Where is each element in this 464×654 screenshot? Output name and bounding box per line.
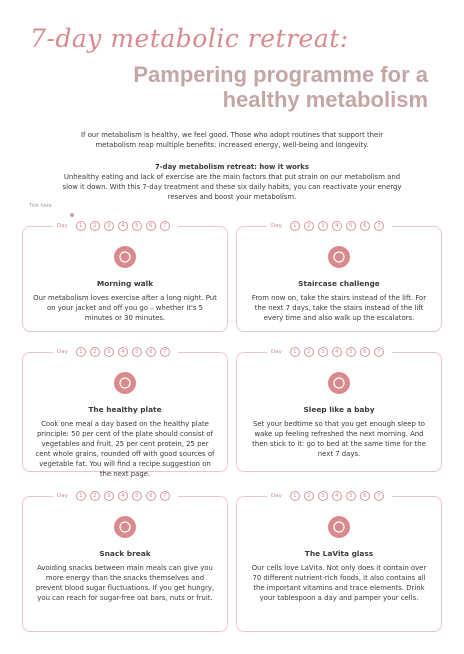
day-row: Day 1 2 3 4 5 6 7 (53, 491, 178, 501)
day-checkbox: 5 (345, 347, 356, 357)
day-label: Day (271, 493, 282, 499)
day-checkbox: 4 (331, 491, 342, 501)
icon-glyph (119, 377, 131, 389)
icon (328, 246, 350, 268)
card-title: Morning walk (96, 279, 154, 288)
card: Day 1 2 3 4 5 6 7 Snack break Avoiding snacks bet… (22, 491, 228, 632)
intro: If our metabolism is healthy, we feel go… (80, 131, 384, 149)
tick-note: Tick here (29, 203, 52, 209)
card-text: Cook one meal a day based on the healthy… (35, 420, 215, 478)
day-checkbox: 4 (117, 491, 128, 501)
day-checkbox: 2 (303, 347, 314, 357)
day-label: Day (271, 223, 282, 229)
icon (114, 372, 136, 394)
card-title: The LaVita glass (304, 549, 374, 558)
icon (114, 246, 136, 268)
day-checkbox: 5 (345, 221, 356, 231)
icon-glyph (119, 251, 131, 263)
day-checkbox: 3 (317, 347, 328, 357)
day-checkbox: 6 (145, 491, 156, 501)
how-title: 7-day metabolism retreat: how it works (155, 163, 309, 171)
day-checkbox: 5 (345, 491, 356, 501)
tick-dot (70, 213, 74, 217)
day-checkbox: 7 (159, 347, 170, 357)
day-checkbox: 2 (303, 221, 314, 231)
card-text: Set your bedtime so that you get enough … (252, 420, 426, 458)
day-label: Day (57, 493, 68, 499)
day-checkbox: 4 (117, 221, 128, 231)
card: Day 1 2 3 4 5 6 7 Morning walk Our metabolism lov… (22, 221, 228, 332)
day-checkbox: 2 (89, 347, 100, 357)
day-checkbox: 7 (159, 221, 170, 231)
day-checkbox: 3 (103, 221, 114, 231)
day-checkbox: 1 (75, 491, 86, 501)
card-title: The healthy plate (88, 405, 162, 414)
day-label: Day (57, 223, 68, 229)
day-checkbox: 7 (159, 491, 170, 501)
card: Day 1 2 3 4 5 6 7 Sleep like a baby Set your bedt… (236, 347, 442, 472)
day-checkbox: 3 (317, 221, 328, 231)
day-checkbox: 6 (359, 221, 370, 231)
card: Day 1 2 3 4 5 6 7 The LaVita glass Our cells love… (236, 491, 442, 632)
day-checkbox: 2 (89, 221, 100, 231)
card: Day 1 2 3 4 5 6 7 The healthy plate Cook one meal… (22, 347, 228, 478)
day-row: Day 1 2 3 4 5 6 7 (267, 221, 392, 231)
card-text: Our cells love LaVita. Not only does it … (251, 564, 427, 602)
icon-glyph (333, 251, 345, 263)
day-checkbox: 3 (317, 491, 328, 501)
day-row: Day 1 2 3 4 5 6 7 (53, 221, 178, 231)
main-title: Pampering programme for a healthy metabo… (133, 62, 428, 112)
day-checkbox: 5 (131, 491, 142, 501)
day-checkbox: 4 (331, 221, 342, 231)
day-row: Day 1 2 3 4 5 6 7 (267, 347, 392, 357)
day-checkbox: 6 (359, 347, 370, 357)
icon-glyph (119, 521, 131, 533)
day-checkbox: 3 (103, 347, 114, 357)
day-checkbox: 1 (289, 491, 300, 501)
day-label: Day (271, 349, 282, 355)
day-checkbox: 7 (373, 221, 384, 231)
icon (328, 516, 350, 538)
card-title: Staircase challenge (298, 279, 380, 288)
day-checkbox: 7 (373, 491, 384, 501)
card-text: Our metabolism loves exercise after a lo… (33, 294, 217, 322)
day-checkbox: 5 (131, 347, 142, 357)
day-checkbox: 6 (359, 491, 370, 501)
day-row: Day 1 2 3 4 5 6 7 (53, 347, 178, 357)
card-title: Sleep like a baby (303, 405, 375, 414)
day-checkbox: 7 (373, 347, 384, 357)
day-checkbox: 1 (75, 347, 86, 357)
day-checkbox: 2 (89, 491, 100, 501)
card-text: Avoiding snacks between main meals can g… (35, 564, 215, 602)
day-checkbox: 4 (331, 347, 342, 357)
day-checkbox: 6 (145, 347, 156, 357)
day-checkbox: 6 (145, 221, 156, 231)
icon-glyph (333, 377, 345, 389)
icon (114, 516, 136, 538)
icon-glyph (333, 521, 345, 533)
how-text: Unhealthy eating and lack of exercise ar… (62, 173, 402, 201)
day-checkbox: 4 (117, 347, 128, 357)
day-row: Day 1 2 3 4 5 6 7 (267, 491, 392, 501)
day-checkbox: 3 (103, 491, 114, 501)
day-checkbox: 1 (289, 221, 300, 231)
day-checkbox: 1 (289, 347, 300, 357)
icon (328, 372, 350, 394)
day-checkbox: 5 (131, 221, 142, 231)
day-checkbox: 2 (303, 491, 314, 501)
day-label: Day (57, 349, 68, 355)
card-title: Snack break (99, 549, 151, 558)
card: Day 1 2 3 4 5 6 7 Staircase challenge From now on… (236, 221, 442, 332)
card-text: From now on, take the stairs instead of … (251, 294, 427, 322)
day-checkbox: 1 (75, 221, 86, 231)
script-heading: 7-day metabolic retreat: (30, 24, 349, 53)
